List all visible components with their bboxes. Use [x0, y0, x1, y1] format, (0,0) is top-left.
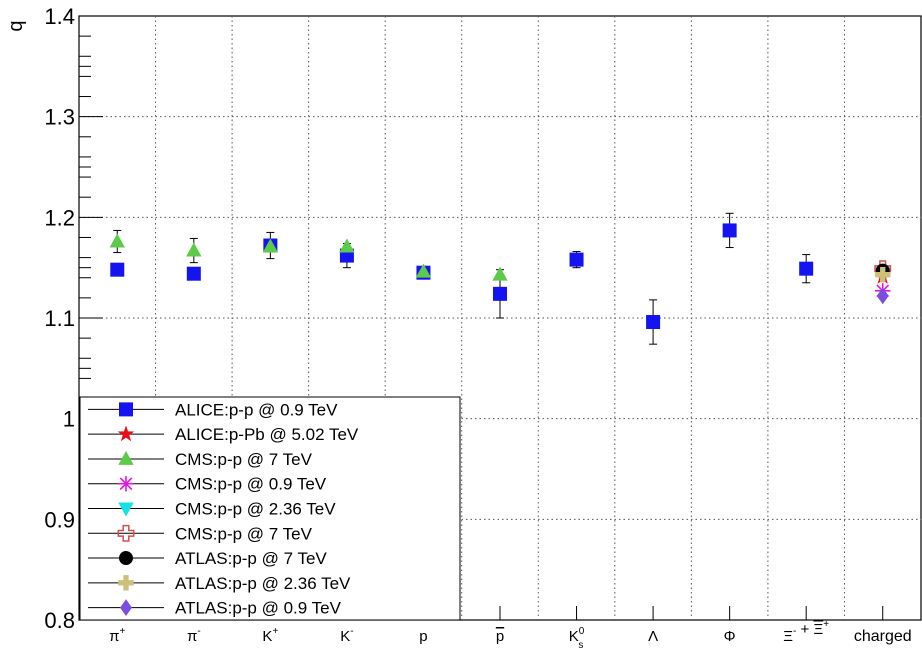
- x-tick-label: Λ: [648, 628, 658, 645]
- legend-label: CMS:p-p @ 2.36 TeV: [175, 500, 336, 519]
- x-axis: π+ π- K+ K-p p K0 s Λ Φ Ξ- + Ξ+ charged: [109, 606, 912, 650]
- x-tick-label: p: [419, 628, 427, 645]
- y-tick-label: 1: [63, 407, 75, 432]
- legend-entry: ALICE:p-p @ 0.9 TeV: [88, 400, 338, 419]
- data-point: [875, 267, 891, 283]
- data-point: [110, 262, 125, 277]
- legend-entry: CMS:p-p @ 0.9 TeV: [88, 475, 327, 494]
- data-point: [876, 287, 889, 305]
- x-tick-label: Ξ- + Ξ+: [783, 619, 829, 645]
- legend-label: ATLAS:p-p @ 7 TeV: [175, 549, 327, 568]
- legend-entry: CMS:p-p @ 7 TeV: [88, 524, 313, 543]
- x-tick-label-text: K+: [262, 626, 278, 645]
- legend-marker: [120, 599, 132, 617]
- legend-marker: [118, 450, 134, 465]
- legend-label: ALICE:p-p @ 0.9 TeV: [175, 400, 338, 419]
- data-point: [646, 315, 661, 330]
- x-tick-label: p: [496, 628, 504, 645]
- x-tick-label-text: Λ: [648, 628, 658, 645]
- x-tick-label: K0 s: [569, 626, 585, 650]
- data-point: [722, 223, 737, 238]
- y-tick-label: 1.3: [44, 105, 75, 130]
- x-tick-label: π-: [187, 626, 201, 645]
- x-tick-label: π+: [109, 626, 125, 645]
- x-tick-label-text: charged: [854, 628, 912, 645]
- x-tick-label-text: π-: [187, 626, 201, 645]
- data-point: [186, 266, 201, 281]
- legend-label: ALICE:p-Pb @ 5.02 TeV: [175, 425, 359, 444]
- x-tick-label: K-: [340, 626, 353, 645]
- x-tick-label-text: Φ: [724, 628, 736, 645]
- y-tick-label: 1.1: [44, 306, 75, 331]
- x-tick-label: K+: [262, 626, 278, 645]
- x-tick-label: Φ: [724, 628, 736, 645]
- legend-entry: ATLAS:p-p @ 0.9 TeV: [88, 599, 342, 618]
- y-tick-label: 1.2: [44, 205, 75, 230]
- legend-marker: [118, 575, 134, 591]
- data-points: [109, 212, 892, 345]
- legend-entry: CMS:p-p @ 7 TeV: [88, 450, 313, 469]
- data-point: [799, 261, 814, 276]
- x-tick-label-text: π+: [109, 626, 125, 645]
- data-point: [186, 242, 202, 257]
- x-tick-label-text: p: [496, 628, 504, 645]
- legend-label: ATLAS:p-p @ 0.9 TeV: [175, 599, 342, 618]
- data-point: [109, 233, 125, 248]
- legend-marker: [117, 425, 135, 442]
- legend-label: CMS:p-p @ 0.9 TeV: [175, 475, 327, 494]
- legend: ALICE:p-p @ 0.9 TeV ALICE:p-Pb @ 5.02 TeV…: [79, 396, 461, 621]
- data-point: [569, 252, 584, 267]
- legend-marker: [117, 524, 135, 542]
- data-point: [262, 238, 279, 253]
- legend-label: CMS:p-p @ 7 TeV: [175, 524, 313, 543]
- x-tick-label: charged: [854, 628, 912, 645]
- legend-marker: [119, 551, 133, 566]
- legend-entry: ATLAS:p-p @ 2.36 TeV: [88, 574, 351, 593]
- data-point: [493, 286, 507, 301]
- legend-marker: [118, 476, 134, 492]
- data-point: [492, 266, 508, 281]
- y-tick-label: 0.8: [44, 608, 75, 633]
- y-axis-label: q: [5, 20, 27, 31]
- y-tick-label: 0.9: [44, 507, 75, 532]
- legend-entry: ATLAS:p-p @ 7 TeV: [88, 549, 327, 568]
- x-tick-label-text: K-: [340, 626, 353, 645]
- y-tick-label: 1.4: [44, 4, 75, 29]
- legend-label: CMS:p-p @ 7 TeV: [175, 450, 313, 469]
- data-point: [415, 263, 432, 278]
- legend-entry: CMS:p-p @ 2.36 TeV: [88, 500, 336, 519]
- legend-marker: [119, 402, 133, 417]
- data-point: [339, 238, 355, 253]
- legend-label: ATLAS:p-p @ 2.36 TeV: [175, 574, 351, 593]
- legend-marker: [118, 502, 134, 517]
- x-tick-label-text: p: [419, 628, 427, 645]
- x-tick-label-text: Ξ- + Ξ+: [783, 619, 829, 645]
- legend-entry: ALICE:p-Pb @ 5.02 TeV: [88, 425, 359, 444]
- x-tick-label-text: K0 s: [569, 626, 585, 650]
